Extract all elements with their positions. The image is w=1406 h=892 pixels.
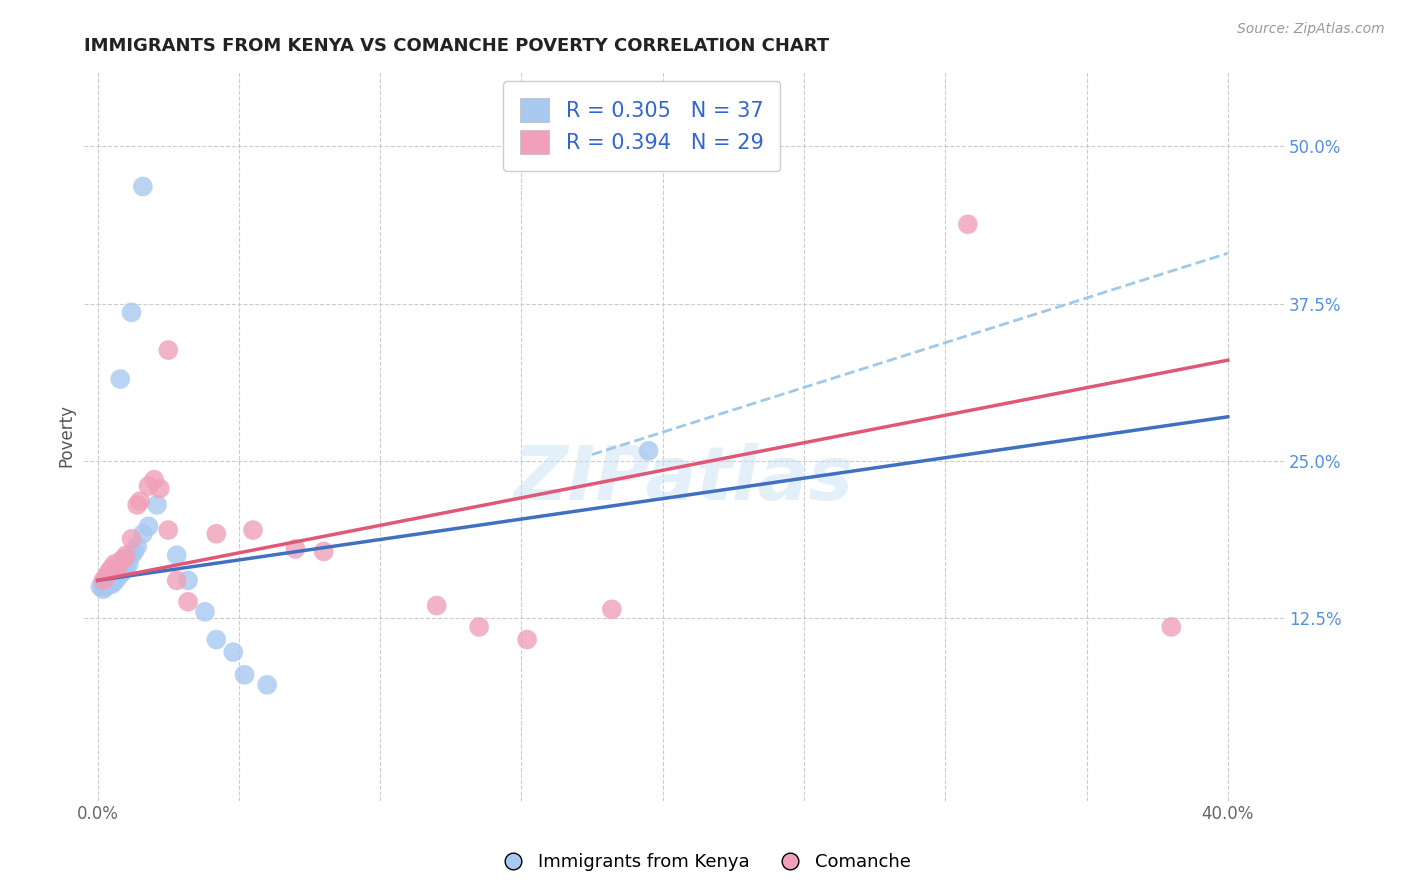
Point: [146, 498, 169, 512]
Point: [956, 217, 979, 231]
Point: [104, 567, 127, 582]
Point: [166, 548, 188, 562]
Point: [100, 561, 122, 575]
Point: [91, 574, 114, 588]
Point: [97, 575, 120, 590]
Text: Source: ZipAtlas.com: Source: ZipAtlas.com: [1237, 22, 1385, 37]
Point: [516, 632, 538, 647]
Point: [222, 645, 245, 659]
Point: [242, 523, 264, 537]
Text: ZIPatlas: ZIPatlas: [515, 443, 853, 516]
Point: [104, 557, 127, 571]
Point: [100, 577, 122, 591]
Point: [256, 678, 278, 692]
Point: [468, 620, 491, 634]
Point: [107, 561, 129, 575]
Point: [600, 602, 623, 616]
Point: [312, 544, 335, 558]
Point: [127, 540, 149, 554]
Point: [110, 372, 132, 386]
Legend: R = 0.305   N = 37, R = 0.394   N = 29: R = 0.305 N = 37, R = 0.394 N = 29: [503, 81, 780, 171]
Point: [107, 565, 129, 579]
Point: [426, 599, 449, 613]
Point: [177, 574, 200, 588]
Point: [205, 632, 228, 647]
Point: [91, 577, 114, 591]
Point: [97, 565, 120, 579]
Point: [115, 548, 138, 562]
Point: [177, 595, 200, 609]
Legend: Immigrants from Kenya, Comanche: Immigrants from Kenya, Comanche: [488, 847, 918, 879]
Point: [89, 580, 111, 594]
Point: [129, 494, 152, 508]
Point: [194, 605, 217, 619]
Point: [124, 544, 146, 558]
Point: [112, 552, 135, 566]
Point: [157, 343, 180, 358]
Point: [115, 561, 138, 575]
Point: [143, 473, 166, 487]
Point: [91, 582, 114, 597]
Point: [107, 571, 129, 585]
Point: [112, 565, 135, 579]
Point: [121, 532, 143, 546]
Point: [115, 552, 138, 566]
Point: [138, 479, 160, 493]
Point: [284, 541, 307, 556]
Point: [637, 443, 659, 458]
Point: [110, 561, 132, 575]
Point: [166, 574, 188, 588]
Point: [94, 574, 117, 588]
Point: [138, 519, 160, 533]
Point: [233, 667, 256, 681]
Point: [121, 548, 143, 562]
Point: [118, 557, 141, 571]
Y-axis label: Poverty: Poverty: [58, 404, 75, 467]
Point: [104, 574, 127, 589]
Point: [132, 179, 155, 194]
Point: [110, 567, 132, 582]
Point: [127, 498, 149, 512]
Point: [149, 482, 172, 496]
Point: [157, 523, 180, 537]
Point: [100, 572, 122, 586]
Point: [97, 569, 120, 583]
Point: [1160, 620, 1182, 634]
Point: [121, 305, 143, 319]
Point: [110, 555, 132, 569]
Point: [94, 580, 117, 594]
Point: [205, 526, 228, 541]
Point: [112, 557, 135, 571]
Point: [94, 569, 117, 583]
Point: [132, 526, 155, 541]
Text: IMMIGRANTS FROM KENYA VS COMANCHE POVERTY CORRELATION CHART: IMMIGRANTS FROM KENYA VS COMANCHE POVERT…: [83, 37, 828, 55]
